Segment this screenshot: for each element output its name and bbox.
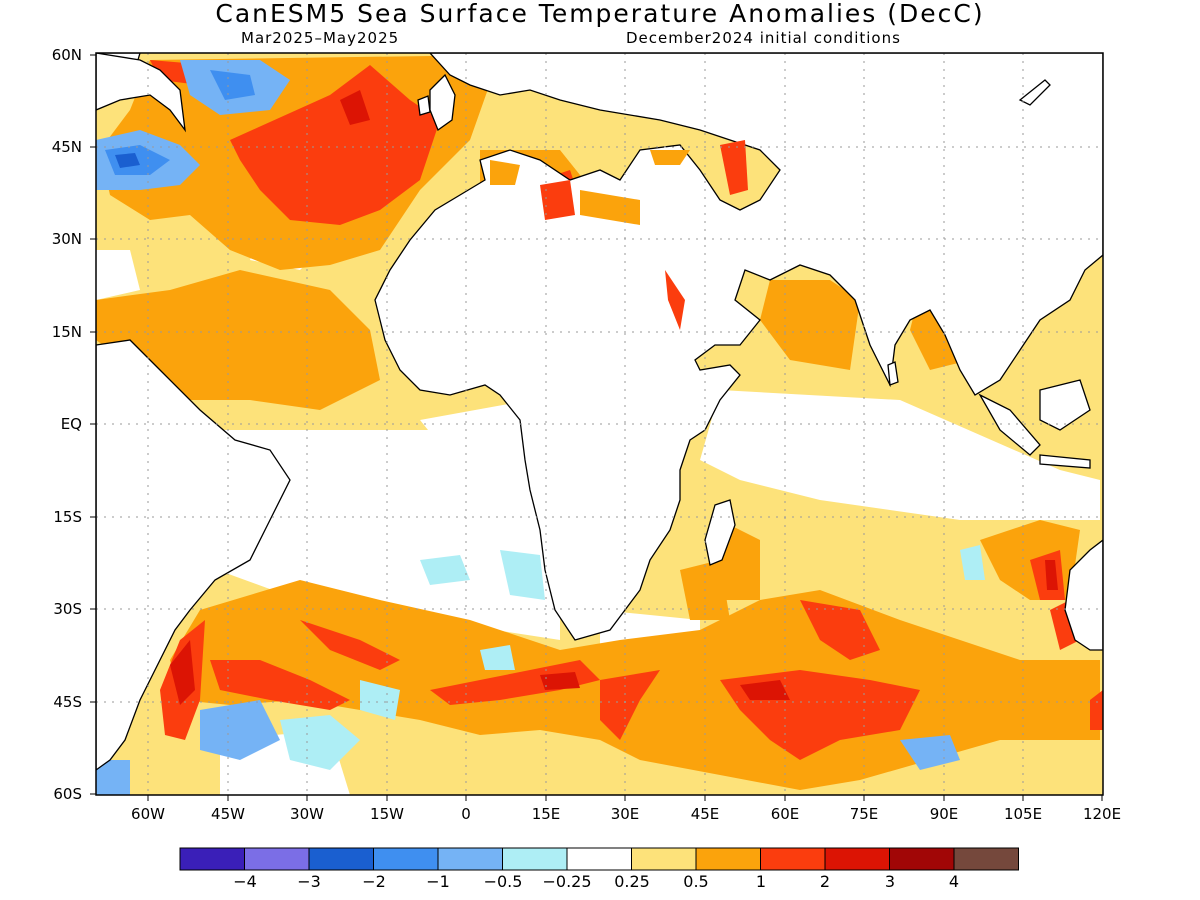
colorbar-label: 1: [755, 872, 767, 891]
lat-label-60n: 60N: [51, 46, 82, 64]
colorbar-label: 3: [884, 872, 896, 891]
very-strong-warm-anomalies: [170, 90, 1058, 705]
lon-label-45w: 45W: [211, 805, 245, 823]
japan: [1018, 79, 1051, 106]
colorbar-label: −2: [362, 872, 386, 891]
colorbar-swatch: [760, 847, 826, 871]
axis-ticks: [90, 54, 1103, 801]
colorbar-label: 0.5: [683, 872, 709, 891]
lon-label-60w: 60W: [131, 805, 165, 823]
borneo: [1039, 379, 1091, 431]
lon-label-60e: 60E: [770, 805, 800, 823]
sumatra: [978, 393, 1041, 456]
lon-label-30w: 30W: [290, 805, 324, 823]
lon-label-15e: 15E: [531, 805, 561, 823]
cool-anomalies: [96, 60, 1060, 795]
lat-label-30n: 30N: [51, 230, 82, 248]
lat-label-45n: 45N: [51, 138, 82, 156]
initial-conditions: December2024 initial conditions: [626, 29, 901, 47]
lat-label-eq: EQ: [60, 415, 82, 433]
colorbar-swatch: [437, 847, 503, 871]
lon-label-75e: 75E: [849, 805, 879, 823]
colorbar-swatch: [953, 847, 1019, 871]
sri-lanka: [887, 361, 899, 386]
colorbar-label: −0.5: [483, 872, 523, 891]
north-american-coast: [96, 53, 186, 133]
lon-label-15w: 15W: [370, 805, 404, 823]
forecast-period: Mar2025–May2025: [241, 29, 400, 47]
colorbar-swatch: [179, 847, 245, 871]
colorbar-label: −3: [297, 872, 321, 891]
madagascar: [704, 499, 736, 566]
lat-label-15s: 15S: [53, 508, 82, 526]
lon-label-105e: 105E: [1003, 805, 1043, 823]
colorbar-swatch: [631, 847, 697, 871]
colorbar-swatch: [308, 847, 374, 871]
java: [1039, 454, 1091, 469]
lat-label-45s: 45S: [53, 693, 82, 711]
colorbar-label: −0.25: [542, 872, 592, 891]
colorbar-swatch: [502, 847, 568, 871]
colorbar-label: 0.25: [614, 872, 650, 891]
colorbar-swatch: [824, 847, 890, 871]
australia-west: [1064, 539, 1103, 651]
colorbar-label: −1: [426, 872, 450, 891]
lon-label-120e: 120E: [1082, 805, 1122, 823]
lon-label-0: 0: [461, 805, 471, 823]
colorbar-swatch: [373, 847, 439, 871]
lat-label-15n: 15N: [51, 323, 82, 341]
south-america: [96, 339, 291, 771]
colorbar-label: 4: [948, 872, 960, 891]
lat-label-30s: 30S: [53, 600, 82, 618]
ireland: [417, 95, 431, 116]
colorbar-label: 2: [819, 872, 831, 891]
lat-label-60s: 60S: [53, 785, 82, 803]
colorbar-swatch: [695, 847, 761, 871]
lon-label-30e: 30E: [610, 805, 640, 823]
colorbar: [179, 847, 1019, 871]
map-title: CanESM5 Sea Surface Temperature Anomalie…: [215, 0, 985, 28]
colorbar-swatch: [889, 847, 955, 871]
colorbar-swatch: [244, 847, 310, 871]
colorbar-label: −4: [233, 872, 257, 891]
lon-label-45e: 45E: [690, 805, 720, 823]
colorbar-swatch: [566, 847, 632, 871]
lon-label-90e: 90E: [929, 805, 959, 823]
